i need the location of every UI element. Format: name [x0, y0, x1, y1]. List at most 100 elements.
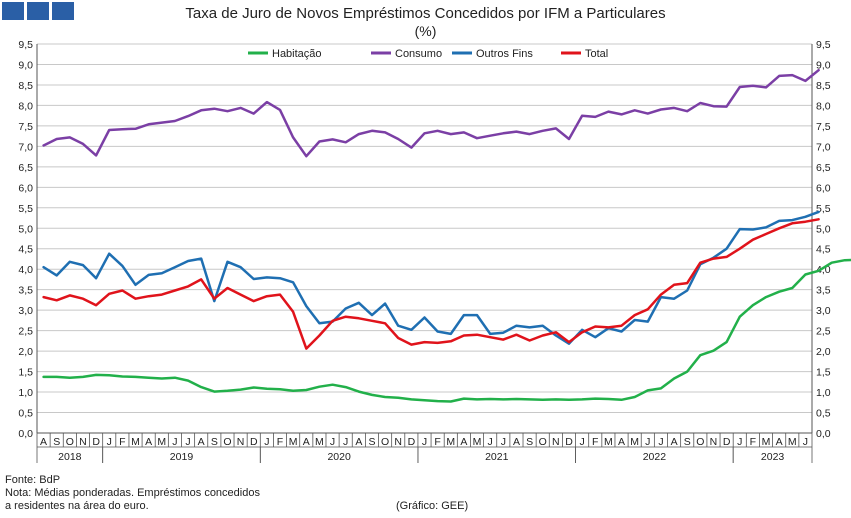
x-month-label: N	[237, 436, 245, 448]
x-year-label: 2018	[58, 451, 82, 463]
x-month-label: O	[539, 436, 547, 448]
x-month-label: A	[303, 436, 310, 448]
y-tick-label-right: 6,5	[816, 162, 831, 174]
x-month-label: M	[315, 436, 324, 448]
x-month-label: A	[618, 436, 625, 448]
x-year-label: 2022	[643, 451, 667, 463]
y-tick-label-left: 5,0	[18, 223, 33, 235]
x-month-label: J	[488, 436, 493, 448]
y-tick-label-right: 2,0	[816, 346, 831, 358]
x-month-label: M	[157, 436, 166, 448]
x-month-label: F	[277, 436, 283, 448]
x-month-label: M	[473, 436, 482, 448]
x-month-label: M	[762, 436, 771, 448]
footnote-line-2: a residentes na área do euro.	[5, 500, 149, 512]
y-tick-label-left: 6,5	[18, 162, 33, 174]
x-year-label: 2019	[170, 451, 194, 463]
y-tick-label-left: 9,0	[18, 59, 33, 71]
y-tick-label-right: 9,0	[816, 59, 831, 71]
x-month-label: M	[131, 436, 140, 448]
x-month-label: M	[630, 436, 639, 448]
x-month-label: J	[580, 436, 585, 448]
x-month-label: A	[40, 436, 47, 448]
x-month-label: F	[592, 436, 598, 448]
y-tick-label-right: 1,0	[816, 387, 831, 399]
chart-subtitle: (%)	[414, 23, 437, 39]
y-tick-label-right: 4,0	[816, 264, 831, 276]
x-month-label: S	[211, 436, 218, 448]
x-month-label: S	[53, 436, 60, 448]
y-tick-label-right: 3,5	[816, 285, 831, 297]
x-month-label: S	[526, 436, 533, 448]
y-tick-label-left: 7,5	[18, 121, 33, 133]
x-month-label: D	[250, 436, 258, 448]
series-line-total	[42, 218, 820, 350]
x-month-label: O	[381, 436, 389, 448]
x-year-label: 2023	[761, 451, 785, 463]
logo-block-2	[27, 2, 49, 20]
y-tick-label-left: 4,0	[18, 264, 33, 276]
x-month-label: O	[66, 436, 74, 448]
y-tick-label-left: 0,5	[18, 408, 33, 420]
y-tick-label-right: 3,0	[816, 305, 831, 317]
y-tick-label-right: 7,0	[816, 141, 831, 153]
x-month-label: N	[710, 436, 718, 448]
x-month-label: A	[355, 436, 362, 448]
logo-block-1	[2, 2, 24, 20]
x-month-label: J	[107, 436, 112, 448]
y-tick-label-left: 5,5	[18, 203, 33, 215]
y-tick-label-left: 9,5	[18, 39, 33, 51]
y-tick-label-right: 9,5	[816, 39, 831, 51]
x-month-label: A	[198, 436, 205, 448]
x-month-label: M	[289, 436, 298, 448]
x-month-label: J	[658, 436, 663, 448]
x-month-label: J	[803, 436, 808, 448]
x-month-label: D	[723, 436, 731, 448]
x-month-label: F	[119, 436, 125, 448]
x-month-label: J	[737, 436, 742, 448]
y-tick-label-right: 1,5	[816, 367, 831, 379]
x-month-label: O	[223, 436, 231, 448]
legend-label-outros_fins: Outros Fins	[476, 48, 533, 60]
x-month-label: J	[422, 436, 427, 448]
x-month-label: N	[552, 436, 560, 448]
x-month-label: S	[684, 436, 691, 448]
x-month-label: J	[501, 436, 506, 448]
x-month-label: A	[145, 436, 152, 448]
y-tick-label-left: 3,0	[18, 305, 33, 317]
y-tick-label-right: 8,5	[816, 80, 831, 92]
x-month-label: S	[368, 436, 375, 448]
y-tick-label-left: 0,0	[18, 428, 33, 440]
y-tick-label-right: 2,5	[816, 326, 831, 338]
series-line-habitacao	[42, 258, 851, 403]
x-month-label: J	[645, 436, 650, 448]
x-month-label: J	[343, 436, 348, 448]
x-month-label: A	[671, 436, 678, 448]
legend-label-total: Total	[585, 48, 608, 60]
x-month-label: A	[776, 436, 783, 448]
y-tick-label-left: 2,5	[18, 326, 33, 338]
series-line-outros_fins	[42, 210, 820, 345]
y-tick-label-right: 7,5	[816, 121, 831, 133]
x-month-label: D	[408, 436, 416, 448]
y-tick-label-left: 2,0	[18, 346, 33, 358]
footnote-line-1: Nota: Médias ponderadas. Empréstimos con…	[5, 487, 260, 499]
gee-logo	[2, 2, 74, 20]
chart-credit: (Gráfico: GEE)	[396, 500, 469, 512]
y-tick-label-left: 4,5	[18, 244, 33, 256]
y-tick-label-right: 4,5	[816, 244, 831, 256]
y-tick-label-left: 8,0	[18, 100, 33, 112]
series-line-consumo	[42, 68, 820, 158]
y-tick-label-left: 1,5	[18, 367, 33, 379]
y-tick-label-right: 0,0	[816, 428, 831, 440]
x-month-label: J	[185, 436, 190, 448]
x-month-label: M	[604, 436, 613, 448]
y-tick-label-left: 7,0	[18, 141, 33, 153]
y-tick-label-right: 6,0	[816, 182, 831, 194]
y-tick-label-right: 8,0	[816, 100, 831, 112]
logo-block-3	[52, 2, 74, 20]
x-month-label: D	[92, 436, 100, 448]
x-month-label: F	[434, 436, 440, 448]
x-month-label: J	[172, 436, 177, 448]
